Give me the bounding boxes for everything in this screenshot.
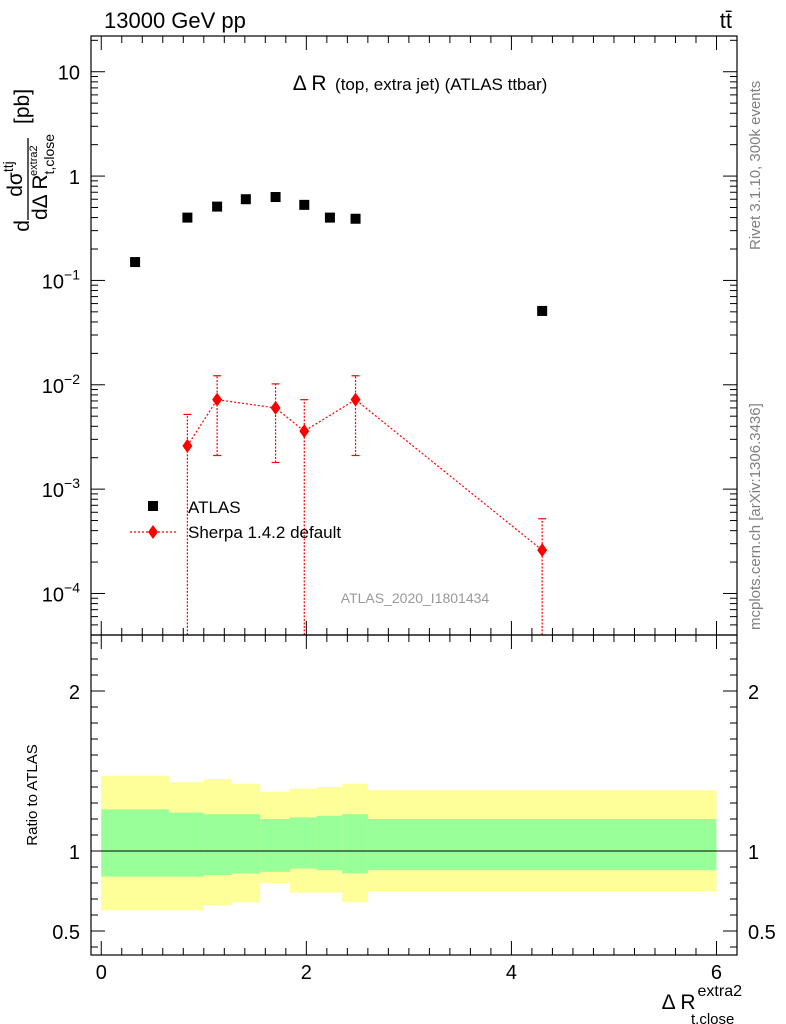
ylabel-d-prefix: d [11, 220, 34, 232]
x-axis: 0 2 4 6 [96, 36, 722, 984]
ylabel-unit: [pb] [11, 89, 34, 124]
chart-title: Δ R (top, extra jet) (ATLAS ttbar) [293, 72, 548, 95]
sherpa-point [350, 392, 361, 407]
band-inner-bin [231, 814, 261, 874]
ratio-plot-area [91, 775, 737, 911]
main-frame [90, 35, 738, 636]
ratio-y-tick-label: 2 [69, 682, 80, 704]
ratio-y-axis-label: Ratio to ATLAS [24, 744, 41, 845]
uncertainty-band-inner [101, 809, 717, 877]
process-label: tt̄ [720, 8, 732, 33]
ylabel-denominator: dΔ Rt,closeextra2 [28, 134, 57, 220]
x-tick-label: 6 [711, 962, 722, 984]
atlas-point [130, 257, 141, 268]
atlas-point [299, 199, 310, 210]
ratio-y-tick-label: 1 [69, 842, 80, 864]
sherpa-point [299, 424, 310, 439]
rivet-version-label: Rivet 3.1.10, 300k events [747, 81, 764, 250]
sherpa-point [270, 400, 281, 415]
y-tick-label: 10−3 [42, 475, 80, 502]
x-tick-label: 0 [96, 962, 107, 984]
y-tick-label: 10−4 [42, 579, 80, 606]
main-y-axis-label: d dσttj dΔ Rt,closeextra2 [pb] [0, 89, 57, 232]
atlas-point [350, 213, 361, 224]
y-tick-label: 10 [58, 63, 80, 85]
band-inner-bin [168, 812, 204, 877]
mcplots-label: mcplots.cern.ch [arXiv:1306.3436] [747, 403, 764, 630]
band-inner-bin [260, 819, 290, 872]
legend: ATLAS Sherpa 1.4.2 default [130, 498, 341, 542]
sherpa-line [186, 398, 543, 551]
band-inner-bin [316, 815, 343, 871]
chart-title-sub: (top, extra jet) (ATLAS ttbar) [335, 75, 547, 94]
atlas-series [130, 192, 548, 316]
atlas-point [270, 192, 281, 203]
sherpa-point [182, 438, 193, 453]
legend-atlas-label: ATLAS [188, 498, 241, 517]
legend-atlas-marker [148, 501, 158, 511]
band-inner-bin [101, 809, 169, 877]
y-tick-label: 10−2 [42, 371, 80, 398]
ratio-y-tick-label-right: 2 [748, 682, 759, 704]
sherpa-series [182, 375, 548, 635]
legend-sherpa-marker [148, 525, 158, 539]
sherpa-point [212, 392, 223, 407]
energy-label: 13000 GeV pp [104, 8, 246, 33]
atlas-point [182, 212, 193, 223]
band-inner-bin [367, 819, 717, 871]
ratio-y-tick-label-right: 0.5 [748, 922, 776, 944]
x-tick-label: 4 [506, 962, 517, 984]
ratio-y-tick-label-right: 1 [748, 842, 759, 864]
atlas-point [212, 201, 223, 212]
main-panel: 10 1 10−1 10−2 10−3 10−4 Δ R (top, extra jet)… [0, 35, 738, 636]
y-tick-label: 1 [69, 167, 80, 189]
legend-sherpa-label: Sherpa 1.4.2 default [188, 523, 341, 542]
atlas-point [537, 305, 548, 316]
analysis-watermark: ATLAS_2020_I1801434 [341, 590, 490, 606]
x-tick-label: 2 [301, 962, 312, 984]
atlas-point [240, 194, 251, 205]
ratio-frame [90, 634, 738, 956]
y-tick-label: 10−1 [42, 266, 80, 293]
atlas-point [324, 212, 335, 223]
band-inner-bin [289, 817, 317, 869]
sherpa-point [537, 543, 548, 558]
main-plot-area [130, 192, 548, 635]
main-y-axis: 10 1 10−1 10−2 10−3 10−4 [42, 39, 737, 636]
chart-title-main: Δ R [293, 72, 327, 95]
band-inner-bin [342, 814, 368, 874]
band-inner-bin [203, 814, 232, 875]
ratio-y-tick-label: 0.5 [52, 922, 80, 944]
ratio-y-axis: 0.5 0.5 1 1 2 2 [52, 642, 776, 948]
ylabel-numerator: dσttj [0, 161, 27, 197]
